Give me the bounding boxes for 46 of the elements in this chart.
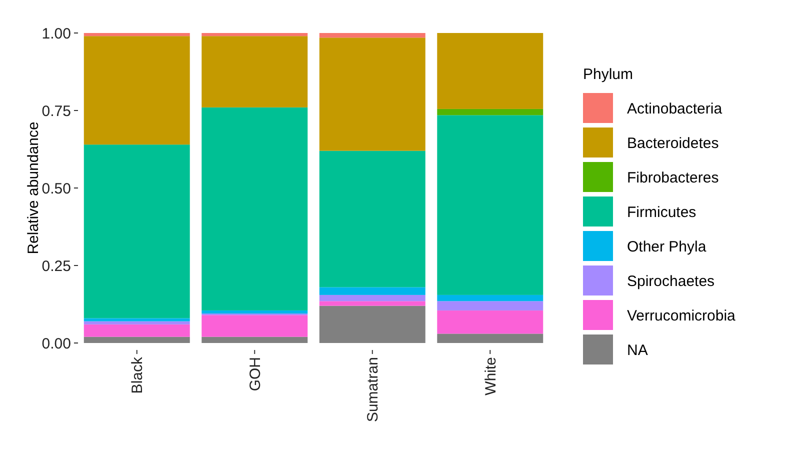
- bar: [84, 336, 190, 343]
- legend-title: Phylum: [583, 66, 634, 83]
- x-tick-label: Sumatran: [364, 357, 382, 422]
- legend-label: Other Phyla: [627, 238, 707, 256]
- bar: [437, 294, 544, 302]
- legend-label: Spirochaetes: [627, 272, 715, 290]
- legend-label: Verrucomicrobia: [627, 307, 736, 324]
- legend-label: Bacteroidetes: [627, 134, 719, 152]
- bar: [437, 33, 544, 109]
- bar: [319, 150, 426, 288]
- bar: [437, 301, 544, 310]
- bar: [437, 310, 544, 334]
- bar: [319, 306, 426, 343]
- y-axis-title: Relative abundance: [25, 122, 42, 254]
- bar: [202, 107, 308, 310]
- bar: [84, 36, 190, 145]
- legend-label: NA: [627, 342, 648, 359]
- bar: [202, 310, 308, 314]
- bar: [319, 287, 426, 295]
- bar: [84, 33, 190, 36]
- bar: [84, 324, 190, 337]
- y-tick-label: 0.25: [42, 258, 71, 275]
- bar: [319, 301, 426, 306]
- bar: [319, 294, 426, 302]
- y-tick-label: 0.75: [42, 102, 71, 120]
- legend-label: Fibrobacteres: [627, 169, 719, 186]
- bar: [202, 33, 308, 36]
- x-tick-label: White: [482, 357, 500, 396]
- x-tick-label: Black: [129, 356, 146, 394]
- bar: [437, 108, 544, 116]
- bar: [202, 36, 308, 108]
- bar: [319, 38, 426, 151]
- bar: [319, 33, 426, 38]
- legend-label: Firmicutes: [627, 204, 696, 221]
- y-tick-label: 0.50: [42, 180, 71, 198]
- bar: [202, 315, 308, 337]
- bar: [437, 334, 544, 343]
- y-tick-label: 0.00: [42, 335, 71, 352]
- bar: [437, 115, 544, 295]
- legend-label: Actinobacteria: [627, 100, 723, 118]
- bar: [202, 336, 308, 343]
- bar: [84, 318, 190, 322]
- bar: [84, 144, 190, 318]
- bar: [84, 321, 190, 324]
- x-tick-label: GOH: [246, 357, 264, 392]
- y-tick-label: 1.00: [42, 25, 71, 42]
